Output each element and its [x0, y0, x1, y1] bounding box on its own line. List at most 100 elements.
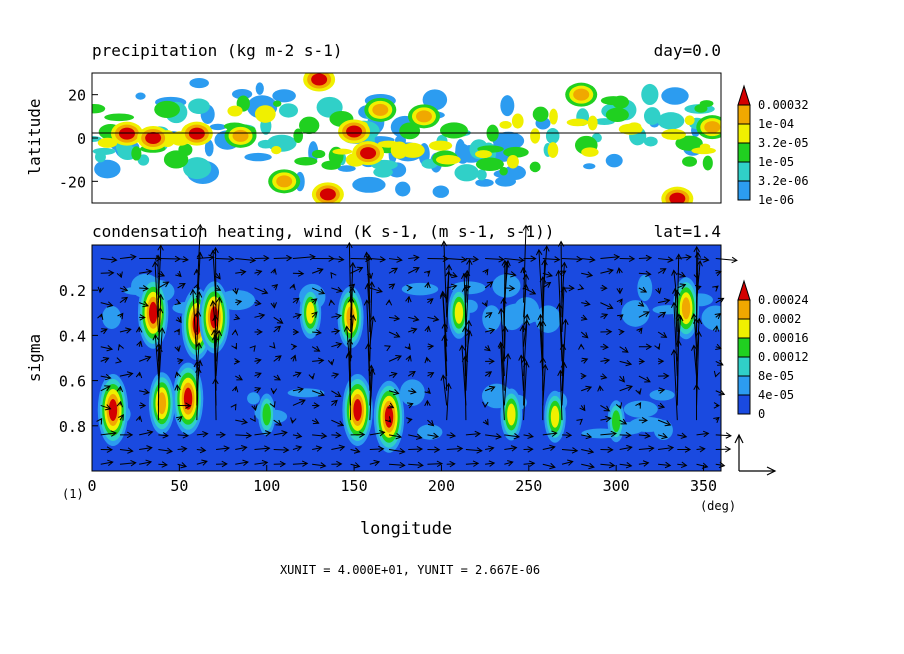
wind-arrowhead	[641, 417, 648, 424]
wind-arrowhead	[320, 432, 328, 439]
wind-arrow	[215, 272, 221, 280]
wind-arrowhead	[663, 298, 671, 305]
wind-arrowhead	[130, 459, 137, 467]
wind-arrowhead	[212, 246, 219, 254]
wind-arrowhead	[179, 283, 186, 289]
wind-arrow	[638, 257, 652, 260]
wind-arrowhead	[142, 301, 149, 308]
wind-arrowhead	[196, 251, 204, 258]
wind-arrowhead	[194, 310, 202, 317]
wind-arrow	[312, 359, 324, 362]
wind-arrow	[676, 340, 680, 406]
wind-arrow	[388, 316, 400, 320]
wind-arrowhead	[241, 418, 248, 425]
wind-arrowhead	[185, 402, 192, 409]
wind-arrow	[581, 358, 588, 362]
wind-arrowhead	[461, 355, 469, 363]
wind-arrowhead	[347, 296, 355, 303]
wind-arrow	[196, 252, 201, 318]
wind-arrow	[677, 463, 687, 466]
wind-arrowhead	[327, 359, 335, 366]
wind-arrowhead	[274, 374, 281, 381]
heating-contour	[501, 303, 537, 323]
wind-arrowhead	[618, 328, 625, 336]
wind-arrowhead	[586, 271, 594, 278]
precip-cell	[372, 103, 389, 116]
precip-contour	[311, 149, 326, 159]
wind-arrowhead	[107, 459, 114, 467]
wind-arrowhead	[176, 416, 183, 423]
wind-arrowhead	[283, 446, 290, 454]
wind-arrow	[254, 314, 265, 318]
wind-arrow	[100, 328, 108, 333]
wind-arrow	[559, 370, 563, 421]
wind-arrowhead	[445, 264, 453, 271]
x-tick-label: 350	[690, 477, 717, 495]
wind-arrow	[427, 298, 434, 304]
wind-arrowhead	[500, 297, 507, 304]
wind-arrowhead	[607, 268, 614, 275]
wind-arrowhead	[235, 299, 243, 306]
wind-arrow	[408, 256, 419, 260]
wind-arrowhead	[644, 432, 651, 439]
precip-cell	[276, 175, 293, 188]
wind-arrowhead	[367, 364, 375, 371]
precip-contour	[583, 163, 596, 170]
wind-arrowhead	[390, 371, 398, 379]
wind-arrowhead	[125, 327, 132, 334]
wind-arrow	[331, 434, 341, 436]
wind-arrowhead	[581, 357, 589, 364]
wind-arrowhead	[338, 256, 345, 263]
wind-arrowhead	[180, 462, 188, 469]
wind-arrowhead	[405, 354, 412, 362]
wind-arrowhead	[315, 329, 322, 336]
wind-arrow	[427, 372, 434, 377]
wind-arrow	[715, 390, 725, 395]
wind-arrow	[273, 375, 281, 381]
heating-contour	[623, 400, 658, 418]
precip-contour	[231, 88, 253, 100]
precip-contour	[618, 123, 643, 135]
heating-contour	[102, 305, 122, 329]
wind-arrowhead	[699, 445, 706, 453]
wind-arrow	[369, 448, 384, 451]
wind-arrow	[311, 268, 323, 274]
wind-arrow	[369, 431, 385, 436]
precip-contour	[511, 113, 524, 129]
wind-arrowhead	[301, 460, 309, 467]
wind-arrowhead	[410, 327, 418, 334]
wind-arrowhead	[290, 354, 297, 362]
wind-arrowhead	[424, 281, 431, 289]
wind-arrow	[561, 258, 582, 260]
wind-arrowhead	[535, 248, 543, 256]
wind-arrowhead	[118, 414, 124, 421]
wind-arrowhead	[161, 461, 168, 468]
wind-arrowhead	[539, 276, 547, 283]
wind-arrowhead	[476, 447, 483, 454]
heating-contour	[649, 389, 675, 401]
precip-cell	[360, 147, 377, 160]
wind-arrowhead	[368, 368, 376, 375]
wind-arrow	[100, 404, 111, 410]
wind-arrow	[388, 372, 397, 377]
wind-arrow	[464, 356, 467, 421]
wind-arrowhead	[96, 417, 103, 425]
colorbar-segment	[737, 161, 751, 182]
wind-arrow	[673, 270, 678, 303]
precip-contour	[529, 161, 541, 173]
precip-contour	[337, 165, 356, 172]
bottom-panel-title: condensation heating, wind (K s-1, (m s-…	[92, 222, 554, 241]
wind-arrow	[465, 449, 482, 452]
colorbar-segment	[737, 299, 751, 320]
wind-arrowhead	[484, 345, 491, 352]
wind-arrowhead	[176, 358, 184, 365]
wind-arrow	[100, 385, 111, 392]
wind-arrow	[369, 369, 373, 421]
wind-arrowhead	[486, 281, 494, 288]
wind-arrow	[465, 433, 481, 436]
wind-arrow	[119, 256, 136, 260]
wind-arrowhead	[308, 373, 315, 380]
wind-arrowhead	[395, 354, 402, 361]
heating-cell	[353, 398, 362, 421]
precip-cell	[415, 110, 432, 123]
